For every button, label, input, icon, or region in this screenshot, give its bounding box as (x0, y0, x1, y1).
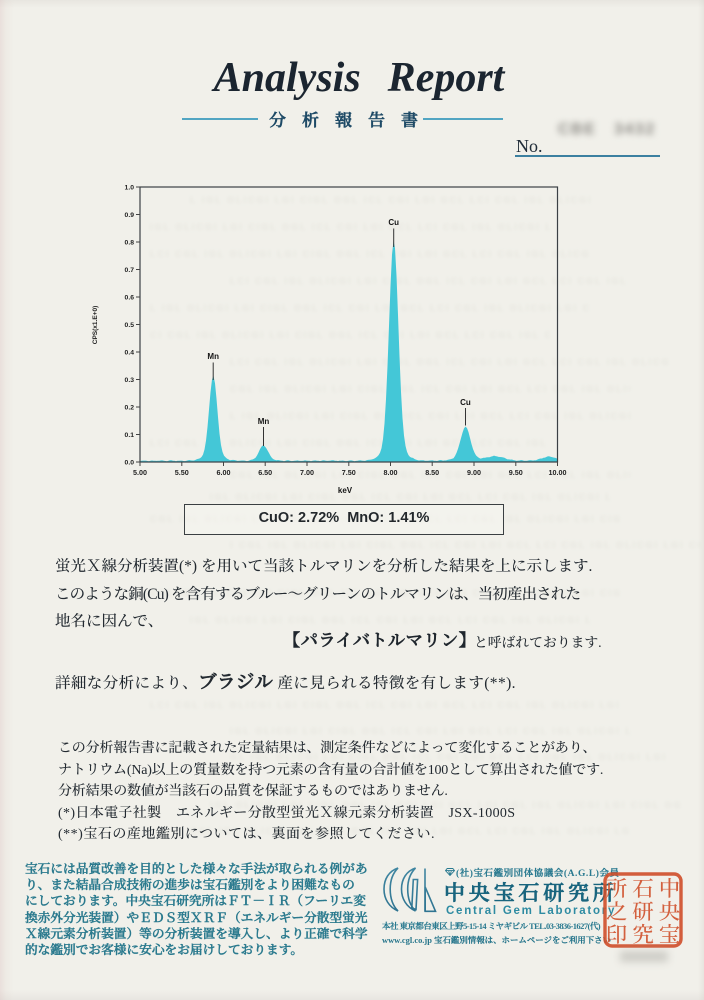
svg-text:5.50: 5.50 (175, 468, 189, 477)
svg-text:Mn: Mn (258, 417, 270, 426)
svg-text:0.1: 0.1 (125, 432, 135, 439)
svg-text:8.00: 8.00 (384, 468, 398, 477)
svg-text:究: 究 (632, 918, 654, 949)
svg-text:7.00: 7.00 (300, 468, 314, 477)
svg-text:6.00: 6.00 (217, 468, 231, 477)
svg-text:Mn: Mn (207, 352, 219, 361)
svg-text:央: 央 (659, 895, 681, 926)
svg-text:研: 研 (632, 895, 654, 926)
svg-text:CPS(x1.E+0): CPS(x1.E+0) (92, 306, 99, 344)
svg-text:7.50: 7.50 (342, 468, 356, 477)
svg-text:Cu: Cu (460, 398, 471, 407)
svg-text:0.3: 0.3 (125, 377, 135, 384)
svg-text:0.6: 0.6 (125, 295, 135, 302)
svg-text:0.8: 0.8 (125, 240, 135, 247)
svg-text:0.2: 0.2 (125, 405, 135, 412)
svg-text:0.0: 0.0 (125, 460, 135, 467)
svg-text:10.00: 10.00 (549, 468, 567, 477)
svg-text:所: 所 (606, 872, 628, 903)
svg-text:0.5: 0.5 (125, 322, 135, 329)
svg-text:宝: 宝 (659, 918, 681, 949)
svg-text:9.00: 9.00 (467, 468, 481, 477)
svg-text:1.0: 1.0 (125, 185, 135, 192)
svg-text:中: 中 (659, 872, 681, 903)
svg-text:Cu: Cu (388, 218, 399, 227)
svg-text:9.50: 9.50 (509, 468, 523, 477)
svg-text:8.50: 8.50 (425, 468, 439, 477)
svg-text:0.9: 0.9 (125, 212, 135, 219)
svg-text:0.7: 0.7 (125, 267, 135, 274)
svg-text:0.4: 0.4 (125, 350, 135, 357)
svg-text:印: 印 (606, 918, 628, 949)
svg-text:之: 之 (606, 895, 628, 926)
svg-text:6.50: 6.50 (258, 468, 272, 477)
svg-text:5.00: 5.00 (133, 468, 147, 477)
svg-text:keV: keV (338, 486, 353, 495)
svg-text:石: 石 (632, 872, 654, 903)
